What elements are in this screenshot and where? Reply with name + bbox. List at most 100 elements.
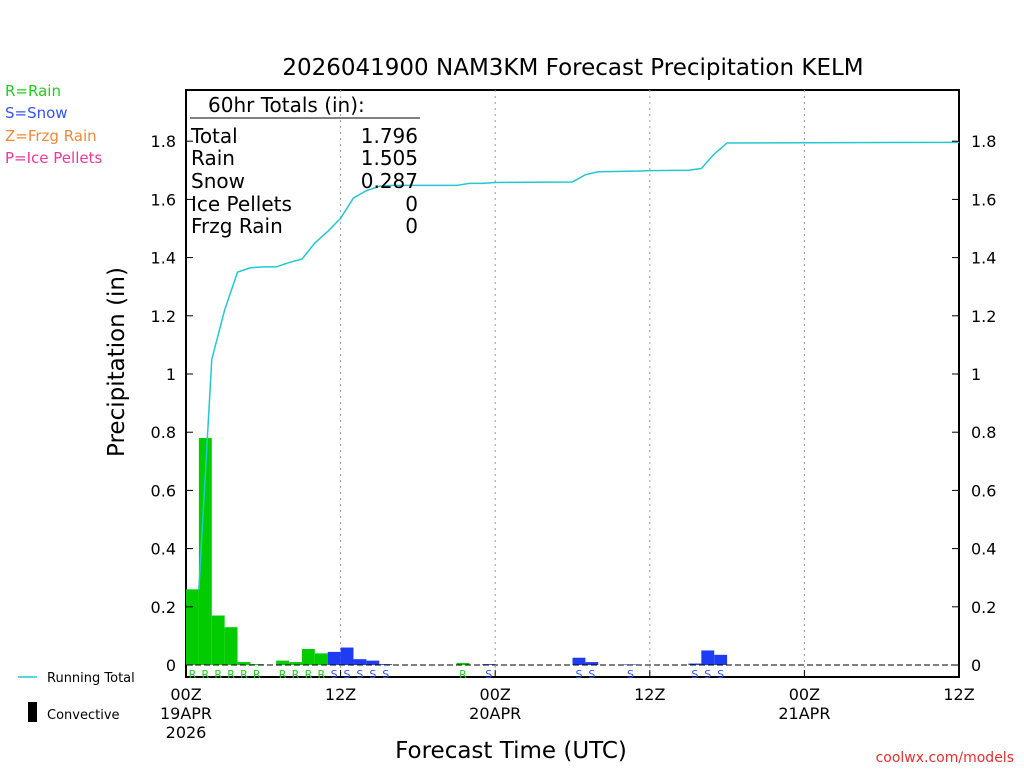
y-tick-label-right: 1.8	[971, 132, 996, 151]
totals-value-rain: 1.505	[361, 146, 418, 170]
totals-label-ice-pellets: Ice Pellets	[191, 192, 292, 216]
x-tick-date: 21APR	[778, 704, 830, 723]
x-tick-label: 12Z	[325, 685, 356, 704]
y-tick-label-left: 0.4	[151, 540, 176, 559]
y-tick-label-left: 1.8	[151, 132, 176, 151]
precip-bar	[714, 654, 728, 665]
convective-legend-label: Convective	[47, 708, 120, 723]
x-tick-label: 00Z	[170, 685, 201, 704]
precip-bar	[585, 662, 599, 665]
legend-frzg-rain: Z=Frzg Rain	[5, 127, 97, 145]
precip-type-marker: R	[279, 668, 287, 681]
y-tick-label-right: 1.2	[971, 307, 996, 326]
totals-header: 60hr Totals (in):	[208, 93, 365, 117]
x-tick-year: 2026	[166, 723, 207, 742]
precip-bar	[198, 438, 212, 665]
precip-type-marker: S	[382, 668, 389, 681]
y-axis: 0 00.2 0.20.4 0.40.6 0.60.8 0.81 11.2 1.21.4 1.4…	[151, 132, 997, 675]
precip-bar	[327, 651, 341, 665]
totals-box: 60hr Totals (in): Total 1.796 Rain 1.505…	[190, 93, 420, 238]
gridlines	[340, 90, 805, 677]
convective-legend-swatch	[28, 702, 37, 722]
precip-type-marker: S	[344, 668, 351, 681]
x-tick-label: 12Z	[634, 685, 665, 704]
precip-type-marker: R	[317, 668, 325, 681]
precip-bar	[572, 657, 586, 665]
y-tick-label-right: 0.6	[971, 481, 996, 500]
y-tick-label-left: 1	[166, 365, 176, 384]
totals-value-total: 1.796	[361, 124, 418, 148]
legend-snow: S=Snow	[5, 104, 68, 122]
x-axis-title: Forecast Time (UTC)	[395, 738, 627, 764]
totals-label-snow: Snow	[191, 169, 245, 193]
y-tick-label-right: 0.8	[971, 423, 996, 442]
y-tick-label-right: 1.4	[971, 249, 996, 268]
y-tick-label-left: 0.6	[151, 481, 176, 500]
precip-bar	[250, 664, 264, 665]
precip-type-marker: R	[201, 668, 209, 681]
y-axis-title: Precipitation (in)	[104, 267, 130, 457]
precip-bar	[353, 659, 367, 665]
precip-type-marker: S	[369, 668, 376, 681]
precip-bar	[301, 648, 315, 665]
legend-rain: R=Rain	[5, 82, 61, 100]
precip-type-marker: S	[691, 668, 698, 681]
x-tick-label: 00Z	[480, 685, 511, 704]
x-tick-label: 12Z	[943, 685, 974, 704]
precip-type-marker: S	[588, 668, 595, 681]
plot-frame	[185, 89, 960, 678]
precip-type-marker: S	[331, 668, 338, 681]
y-tick-label-right: 1	[971, 365, 981, 384]
precip-bar	[289, 662, 302, 665]
running-total-line	[198, 141, 960, 590]
precip-bar	[701, 650, 715, 665]
totals-label-rain: Rain	[191, 146, 235, 170]
precip-bar	[276, 660, 290, 665]
y-tick-label-left: 0.8	[151, 423, 176, 442]
precip-type-marker: R	[253, 668, 261, 681]
precip-type-marker: R	[214, 668, 222, 681]
precip-type-marker: R	[240, 668, 248, 681]
type-legend: R=Rain S=Snow Z=Frzg Rain P=Ice Pellets	[5, 82, 102, 167]
y-tick-label-left: 0.2	[151, 598, 176, 617]
y-tick-label-right: 0.2	[971, 598, 996, 617]
legend-ice-pellets: P=Ice Pellets	[5, 149, 102, 167]
precip-bar	[456, 662, 470, 665]
totals-label-frzg-rain: Frzg Rain	[191, 214, 283, 238]
precip-type-marker: S	[717, 668, 724, 681]
totals-value-ice-pellets: 0	[405, 192, 418, 216]
precip-type-marker: S	[575, 668, 582, 681]
precip-bars	[186, 438, 728, 665]
precip-type-marker: S	[356, 668, 363, 681]
precip-type-marker: R	[459, 668, 467, 681]
totals-value-frzg-rain: 0	[405, 214, 418, 238]
totals-label-total: Total	[190, 124, 238, 148]
running-total-legend-label: Running Total	[47, 671, 135, 686]
y-tick-label-left: 0	[166, 656, 176, 675]
y-tick-label-left: 1.6	[151, 190, 176, 209]
precip-bar	[314, 653, 328, 665]
credit-text: coolwx.com/models	[876, 750, 1014, 766]
y-tick-label-right: 0	[971, 656, 981, 675]
precip-bar	[211, 615, 225, 665]
y-tick-label-left: 1.2	[151, 307, 176, 326]
precip-type-marker: S	[485, 668, 492, 681]
precip-type-marker: R	[292, 668, 300, 681]
precip-bar	[237, 662, 251, 665]
precip-type-marker: R	[305, 668, 313, 681]
x-tick-label: 00Z	[789, 685, 820, 704]
x-tick-date: 19APR	[160, 704, 212, 723]
precip-type-marker: S	[627, 668, 634, 681]
x-tick-date: 20APR	[469, 704, 521, 723]
precip-type-marker: S	[704, 668, 711, 681]
precip-bar	[366, 660, 380, 665]
precip-type-marker: R	[189, 668, 197, 681]
y-tick-label-right: 0.4	[971, 540, 996, 559]
precip-bar	[688, 663, 702, 665]
y-tick-label-left: 1.4	[151, 249, 176, 268]
precip-bar	[186, 589, 199, 665]
